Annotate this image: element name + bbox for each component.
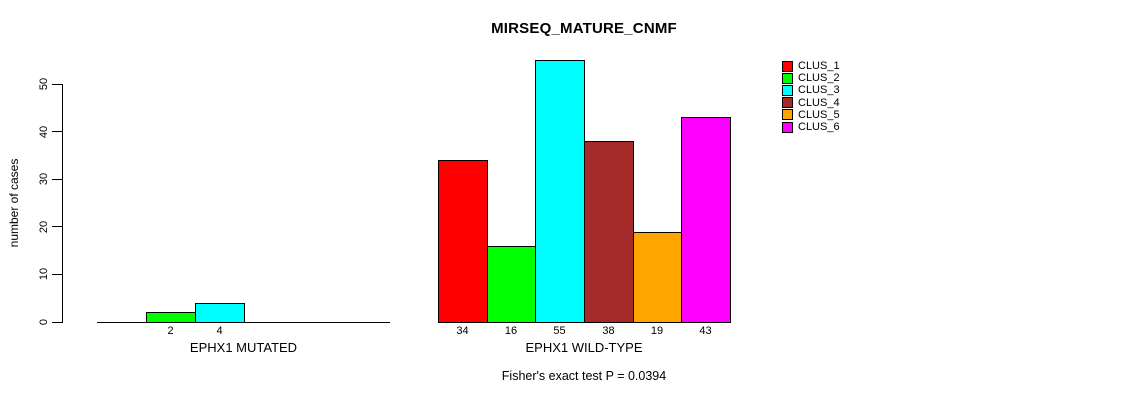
y-tick-label: 30 — [38, 173, 50, 186]
bar-value-label: 43 — [699, 325, 712, 337]
legend-label: CLUS_1 — [798, 60, 840, 73]
legend-item: CLUS_2 — [782, 72, 840, 84]
legend-swatch-clus_5 — [782, 109, 793, 121]
bar-clus_1 — [438, 160, 488, 323]
y-tick-label: 40 — [38, 125, 50, 138]
legend-item: CLUS_4 — [782, 97, 840, 109]
chart-title: MIRSEQ_MATURE_CNMF — [491, 20, 677, 37]
bar-clus_3 — [535, 60, 585, 323]
annotation-fisher-test: Fisher's exact test P = 0.0394 — [501, 369, 667, 383]
y-tick — [52, 131, 62, 133]
y-tick-label: 0 — [38, 318, 50, 326]
bar-clus_2 — [146, 312, 196, 323]
legend-label: CLUS_4 — [798, 96, 840, 109]
bar-value-label: 38 — [602, 325, 615, 337]
bar-clus_5 — [633, 232, 682, 323]
legend-label: CLUS_5 — [798, 108, 840, 121]
y-tick-label: 50 — [38, 77, 50, 91]
legend-item: CLUS_1 — [782, 60, 840, 72]
bar-value-label: 16 — [504, 325, 518, 337]
bar-clus_6 — [681, 117, 731, 323]
legend: CLUS_1 CLUS_2 CLUS_3 CLUS_4 CLUS_5 CLUS_6 — [782, 60, 840, 133]
bar-clus_4 — [584, 141, 634, 323]
bar-value-label: 4 — [216, 325, 223, 337]
group-label-mutated: EPHX1 MUTATED — [189, 340, 298, 355]
y-axis-title: number of cases — [7, 158, 21, 248]
legend-item: CLUS_6 — [782, 121, 840, 133]
legend-label: CLUS_3 — [798, 84, 840, 97]
bar-value-label: 19 — [650, 325, 664, 337]
legend-item: CLUS_3 — [782, 84, 840, 96]
y-axis-line — [62, 84, 63, 323]
y-tick — [52, 178, 62, 180]
bar-value-label: 34 — [456, 325, 469, 337]
legend-swatch-clus_4 — [782, 97, 793, 109]
legend-label: CLUS_2 — [798, 72, 840, 85]
legend-label: CLUS_6 — [798, 121, 840, 134]
legend-swatch-clus_3 — [782, 84, 793, 96]
legend-swatch-clus_1 — [782, 60, 793, 72]
group-label-wild-type: EPHX1 WILD-TYPE — [525, 340, 643, 355]
y-tick — [52, 83, 62, 85]
bar-value-label: 55 — [553, 325, 566, 337]
y-tick — [52, 321, 62, 323]
bar-value-label: 2 — [167, 325, 174, 337]
bar-clus_3 — [195, 303, 245, 323]
legend-swatch-clus_6 — [782, 121, 793, 133]
y-tick-label: 10 — [38, 268, 50, 281]
y-tick-label: 20 — [38, 220, 50, 233]
legend-item: CLUS_5 — [782, 109, 840, 121]
y-tick — [52, 226, 62, 228]
bar-clus_2 — [487, 246, 536, 323]
y-tick — [52, 273, 62, 275]
legend-swatch-clus_2 — [782, 72, 793, 84]
